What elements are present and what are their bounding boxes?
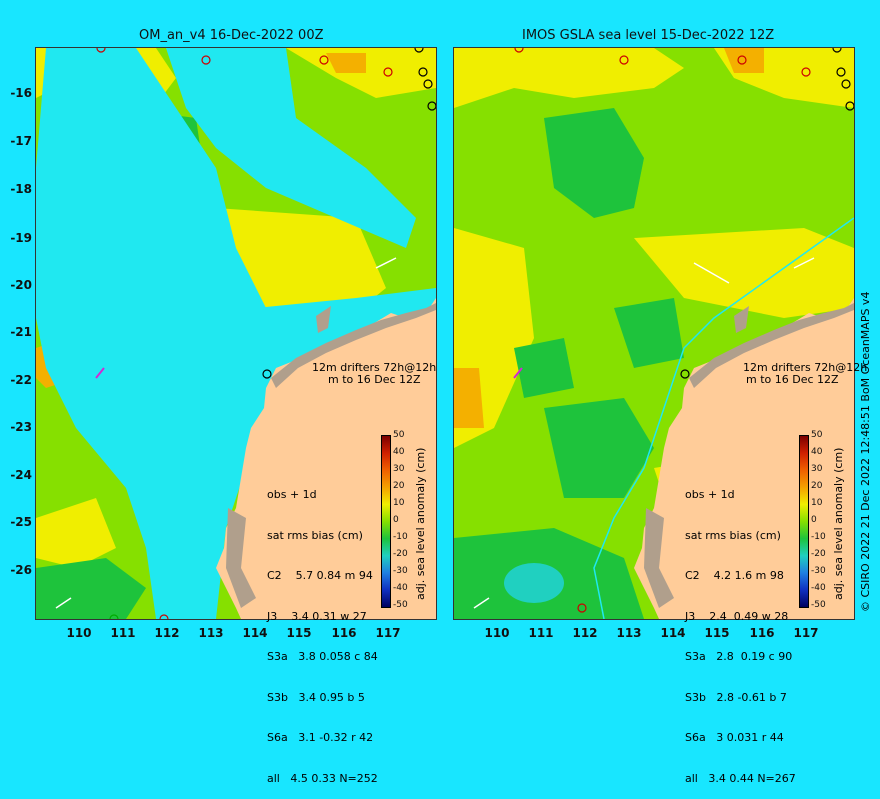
longitude-label: 117 bbox=[375, 626, 401, 640]
latitude-label: -24 bbox=[10, 468, 32, 482]
longitude-label: 115 bbox=[704, 626, 730, 640]
left-map bbox=[36, 48, 436, 619]
colorbar-tick: 30 bbox=[811, 464, 823, 474]
colorbar-tick: -20 bbox=[811, 549, 826, 559]
left-stats-header-1: obs + 1d bbox=[267, 488, 317, 501]
colorbar-tick: 0 bbox=[811, 515, 817, 525]
colorbar-tick: -40 bbox=[393, 583, 408, 593]
left-stats-row: S3a 3.8 0.058 c 84 bbox=[267, 650, 378, 663]
latitude-label: -16 bbox=[10, 86, 32, 100]
longitude-label: 114 bbox=[242, 626, 268, 640]
left-stats-row: S6a 3.1 -0.32 r 42 bbox=[267, 731, 374, 744]
right-drifters-label-1: 12m drifters 72h@12h bbox=[743, 361, 868, 374]
right-panel-title: IMOS GSLA sea level 15-Dec-2022 12Z bbox=[522, 28, 775, 43]
longitude-label: 117 bbox=[793, 626, 819, 640]
right-drifters-label-2: m to 16 Dec 12Z bbox=[746, 373, 839, 386]
latitude-label: -18 bbox=[10, 182, 32, 196]
colorbar-tick: 10 bbox=[811, 498, 823, 508]
colorbar-tick: -50 bbox=[393, 600, 408, 610]
latitude-label: -22 bbox=[10, 373, 32, 387]
right-colorbar-title: adj. sea level anomaly (cm) bbox=[832, 447, 845, 600]
right-stats-row: J3 2.4 0.49 w 28 bbox=[685, 609, 789, 623]
colorbar-tick: 40 bbox=[811, 447, 823, 457]
right-stats-row: all 3.4 0.44 N=267 bbox=[685, 771, 796, 785]
left-stats-row: J3 3.4 0.31 w 27 bbox=[267, 609, 367, 623]
left-map-panel bbox=[35, 47, 437, 620]
colorbar-tick: -20 bbox=[393, 549, 408, 559]
longitude-label: 116 bbox=[749, 626, 775, 640]
latitude-label: -23 bbox=[10, 420, 32, 434]
colorbar-tick: 50 bbox=[393, 430, 405, 440]
longitude-label: 111 bbox=[528, 626, 554, 640]
colorbar-tick: -10 bbox=[393, 532, 408, 542]
right-colorbar bbox=[799, 435, 809, 608]
right-stats-row: S3b 2.8 -0.61 b 7 bbox=[685, 690, 787, 704]
longitude-label: 110 bbox=[484, 626, 510, 640]
colorbar-tick: 10 bbox=[393, 498, 405, 508]
right-stats-row: S6a 3 0.031 r 44 bbox=[685, 731, 784, 744]
longitude-label: 113 bbox=[198, 626, 224, 640]
latitude-label: -20 bbox=[10, 278, 32, 292]
latitude-label: -25 bbox=[10, 515, 32, 529]
colorbar-tick: 30 bbox=[393, 464, 405, 474]
latitude-label: -17 bbox=[10, 134, 32, 148]
colorbar-tick: -40 bbox=[811, 583, 826, 593]
colorbar-tick: 20 bbox=[393, 481, 405, 491]
colorbar-tick: 20 bbox=[811, 481, 823, 491]
right-map-panel bbox=[453, 47, 855, 620]
longitude-label: 115 bbox=[286, 626, 312, 640]
longitude-label: 114 bbox=[660, 626, 686, 640]
colorbar-tick: -30 bbox=[811, 566, 826, 576]
left-drifters-label-2: m to 16 Dec 12Z bbox=[328, 373, 421, 386]
right-stats-row: S3a 2.8 0.19 c 90 bbox=[685, 650, 793, 663]
right-stats-header-2: sat rms bias (cm) bbox=[685, 528, 781, 542]
left-stats-row: all 4.5 0.33 N=252 bbox=[267, 771, 378, 785]
right-stats-row: C2 4.2 1.6 m 98 bbox=[685, 569, 784, 582]
left-stats-row: S3b 3.4 0.95 b 5 bbox=[267, 690, 365, 704]
latitude-label: -26 bbox=[10, 563, 32, 577]
credit-text: © CSIRO 2022 21 Dec 2022 12:48:51 BoM Oc… bbox=[859, 291, 872, 612]
latitude-label: -21 bbox=[10, 325, 32, 339]
right-stats-header-1: obs + 1d bbox=[685, 488, 735, 501]
colorbar-tick: -10 bbox=[811, 532, 826, 542]
colorbar-tick: -30 bbox=[393, 566, 408, 576]
colorbar-tick: 0 bbox=[393, 515, 399, 525]
colorbar-tick: -50 bbox=[811, 600, 826, 610]
left-stats-header-2: sat rms bias (cm) bbox=[267, 528, 363, 542]
left-stats-row: C2 5.7 0.84 m 94 bbox=[267, 569, 373, 582]
longitude-label: 110 bbox=[66, 626, 92, 640]
longitude-label: 112 bbox=[154, 626, 180, 640]
longitude-label: 112 bbox=[572, 626, 598, 640]
left-colorbar bbox=[381, 435, 391, 608]
longitude-label: 116 bbox=[331, 626, 357, 640]
longitude-label: 111 bbox=[110, 626, 136, 640]
left-drifters-label-1: 12m drifters 72h@12h bbox=[312, 361, 437, 374]
latitude-label: -19 bbox=[10, 231, 32, 245]
colorbar-tick: 50 bbox=[811, 430, 823, 440]
colorbar-tick: 40 bbox=[393, 447, 405, 457]
longitude-label: 113 bbox=[616, 626, 642, 640]
right-map bbox=[454, 48, 854, 619]
left-panel-title: OM_an_v4 16-Dec-2022 00Z bbox=[139, 28, 324, 43]
left-colorbar-title: adj. sea level anomaly (cm) bbox=[414, 447, 427, 600]
